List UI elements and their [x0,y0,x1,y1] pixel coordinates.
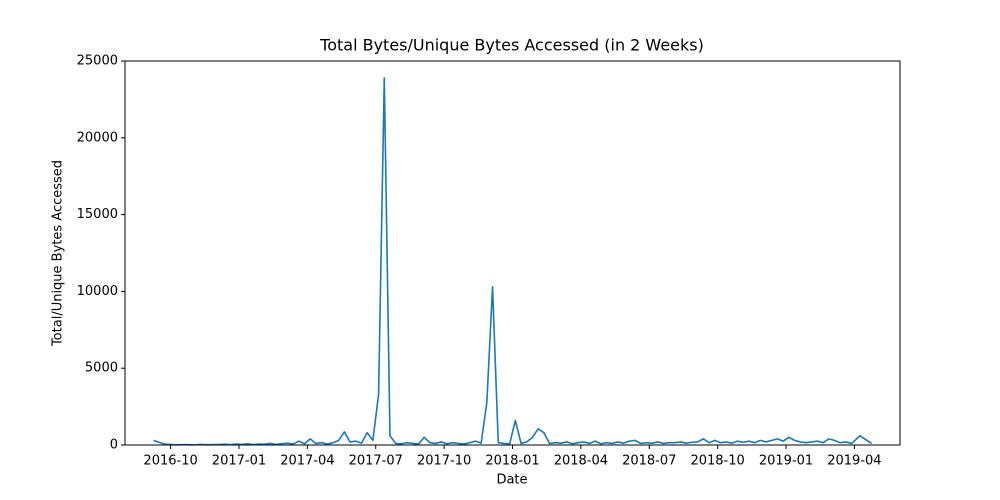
x-tick-label: 2017-10 [417,454,471,469]
plot-frame [124,60,901,446]
y-tick-label: 10000 [77,284,118,299]
x-tick-label: 2018-07 [622,454,676,469]
chart-title: Total Bytes/Unique Bytes Accessed (in 2 … [319,36,704,55]
x-tick-label: 2018-01 [485,454,539,469]
y-tick-label: 25000 [77,54,118,69]
x-tick-label: 2018-04 [554,454,608,469]
x-tick-label: 2018-10 [690,454,744,469]
data-line [153,77,872,446]
x-tick-label: 2016-10 [143,454,197,469]
x-tick-label: 2019-01 [759,454,813,469]
y-tick-label: 0 [110,438,118,453]
y-tick-label: 5000 [85,361,118,376]
x-axis-label: Date [496,473,527,488]
x-tick-label: 2017-01 [212,454,266,469]
x-tick-label: 2019-04 [827,454,881,469]
y-axis-label: Total/Unique Bytes Accessed [51,160,66,347]
y-tick-label: 20000 [77,130,118,145]
x-tick-label: 2017-07 [349,454,403,469]
y-tick-label: 15000 [77,207,118,222]
x-tick-label: 2017-04 [280,454,334,469]
